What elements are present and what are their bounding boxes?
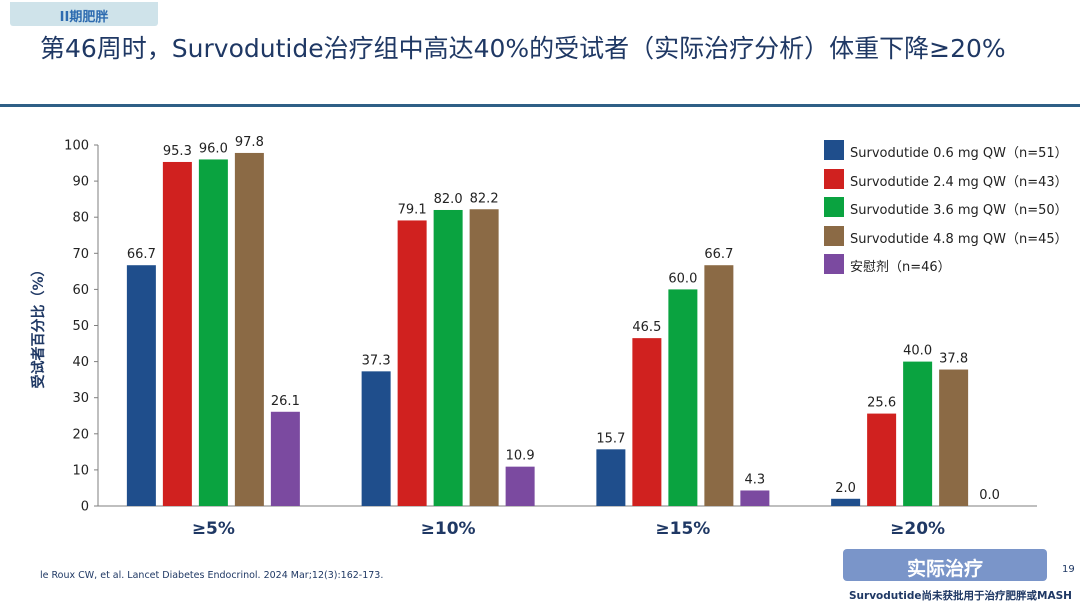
bar-value-label: 0.0 — [979, 488, 1000, 503]
section-tag-label: II期肥胖 — [59, 10, 109, 25]
bar — [270, 411, 300, 506]
y-tick-label: 50 — [72, 319, 89, 334]
x-category-label: ≥10% — [421, 519, 476, 539]
bar-value-label: 82.0 — [434, 192, 463, 207]
bar — [198, 159, 228, 506]
bar-value-label: 4.3 — [745, 472, 766, 487]
bar — [126, 265, 156, 506]
legend-label: Survodutide 3.6 mg QW（n=50） — [850, 203, 1068, 219]
bar — [469, 209, 499, 506]
bar — [867, 413, 897, 506]
bar — [433, 209, 463, 507]
bar — [740, 490, 770, 506]
bar-value-label: 10.9 — [506, 449, 535, 464]
chart-legend: Survodutide 0.6 mg QW（n=51） Survodutide 2… — [824, 138, 1068, 281]
y-tick-label: 90 — [72, 175, 89, 190]
y-tick-label: 30 — [72, 391, 89, 406]
x-category-label: ≥15% — [655, 519, 710, 539]
bar-value-label: 15.7 — [596, 431, 625, 446]
legend-label: Survodutide 2.4 mg QW（n=43） — [850, 174, 1068, 190]
bar-value-label: 37.3 — [362, 353, 391, 368]
bar-value-label: 95.3 — [163, 144, 192, 159]
legend-swatch — [824, 225, 844, 246]
analysis-badge-label: 实际治疗 — [906, 558, 983, 580]
page-number: 19 — [1062, 564, 1075, 575]
bar — [632, 338, 662, 506]
bar-value-label: 96.0 — [199, 141, 228, 156]
legend-item: Survodutide 0.6 mg QW（n=51） — [824, 138, 1068, 167]
bar-value-label: 66.7 — [127, 247, 156, 262]
bar-value-label: 25.6 — [867, 396, 896, 411]
bar-value-label: 40.0 — [903, 344, 932, 359]
bar — [162, 161, 192, 507]
slide-title: 第46周时，Survodutide治疗组中高达40%的受试者（实际治疗分析）体重… — [40, 34, 1006, 63]
y-tick-label: 20 — [72, 427, 89, 442]
bar — [361, 371, 391, 506]
bar — [704, 265, 734, 506]
legend-item: Survodutide 2.4 mg QW（n=43） — [824, 167, 1068, 196]
y-tick-label: 70 — [72, 247, 89, 262]
title-divider — [0, 104, 1080, 107]
x-category-label: ≥5% — [192, 519, 235, 539]
bar — [668, 289, 698, 506]
y-tick-label: 10 — [72, 463, 89, 478]
bar — [397, 220, 427, 506]
legend-label: Survodutide 0.6 mg QW（n=51） — [850, 146, 1068, 161]
approval-disclaimer: Survodutide尚未获批用于治疗肥胖或MASH — [849, 590, 1072, 602]
legend-label: 安慰剂（n=46） — [850, 260, 951, 276]
y-axis-title: 受试者百分比（%） — [30, 262, 47, 388]
legend-swatch — [824, 197, 844, 218]
reference-citation: le Roux CW, et al. Lancet Diabetes Endoc… — [40, 570, 384, 581]
bar-value-label: 97.8 — [235, 135, 264, 150]
bar-value-label: 82.2 — [470, 191, 499, 206]
bar — [505, 466, 535, 506]
bar — [234, 152, 264, 506]
section-tag: II期肥胖 — [10, 2, 158, 26]
bar-value-label: 79.1 — [398, 202, 427, 217]
bar-value-label: 26.1 — [271, 394, 300, 409]
bar — [939, 369, 969, 506]
y-tick-label: 0 — [81, 500, 89, 515]
bar-value-label: 60.0 — [668, 271, 697, 286]
legend-label: Survodutide 4.8 mg QW（n=45） — [850, 231, 1068, 247]
x-category-label: ≥20% — [890, 519, 945, 539]
bar-value-label: 46.5 — [632, 320, 661, 335]
y-tick-label: 80 — [72, 211, 89, 226]
bar — [596, 449, 626, 506]
bar-value-label: 2.0 — [835, 481, 856, 496]
legend-swatch — [824, 140, 844, 160]
bar-value-label: 66.7 — [704, 247, 733, 262]
bar-value-label: 37.8 — [939, 352, 968, 367]
y-tick-label: 60 — [72, 283, 89, 298]
legend-item: Survodutide 4.8 mg QW（n=45） — [824, 224, 1068, 253]
legend-item: 安慰剂（n=46） — [824, 252, 1064, 281]
legend-swatch — [824, 168, 844, 189]
bar — [831, 498, 861, 506]
y-tick-label: 100 — [64, 139, 89, 154]
analysis-badge: 实际治疗 — [843, 549, 1047, 581]
legend-swatch — [824, 254, 844, 275]
legend-item: Survodutide 3.6 mg QW（n=50） — [824, 195, 1068, 224]
y-tick-label: 40 — [72, 355, 89, 370]
bar — [903, 361, 933, 506]
